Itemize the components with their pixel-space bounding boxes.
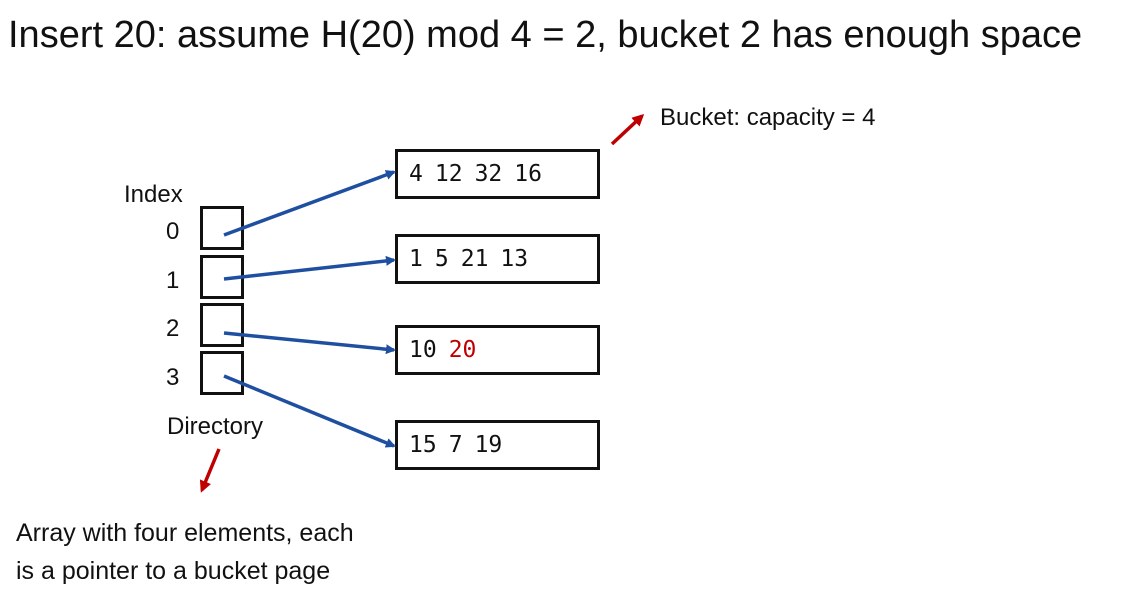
pointer-arrow-2 — [223, 331, 396, 355]
index-2-label: 2 — [166, 315, 180, 342]
page-title: Insert 20: assume H(20) mod 4 = 2, bucke… — [8, 14, 1083, 56]
directory-slot-3 — [200, 351, 244, 395]
bucket-entry: 16 — [514, 161, 542, 187]
index-3-label: 3 — [166, 364, 180, 391]
bucket-entry: 5 — [434, 246, 449, 272]
bucket-entry: 13 — [500, 246, 529, 272]
bucket-2: 10 20 — [395, 325, 600, 375]
index-0-label: 0 — [166, 218, 180, 245]
bucket-entry: 21 — [460, 246, 489, 272]
bucket-entry: 32 — [474, 161, 503, 187]
directory-slot-2 — [200, 303, 244, 347]
bucket-entry: 4 — [409, 161, 423, 187]
bucket-note-arrow — [610, 113, 645, 146]
bucket-entry: 12 — [434, 161, 463, 187]
bucket-entry: 19 — [474, 432, 503, 458]
bucket-capacity-label: Bucket: capacity = 4 — [660, 104, 876, 131]
bucket-0: 4 12 32 16 — [395, 149, 600, 199]
bucket-entry: 7 — [448, 432, 463, 458]
directory-label: Directory — [167, 413, 264, 440]
directory-note-arrow — [199, 448, 221, 493]
bucket-entry: 10 — [409, 337, 437, 363]
index-label: Index — [124, 181, 183, 208]
directory-note-line-2: is a pointer to a bucket page — [16, 557, 331, 585]
bucket-entry: 20 — [448, 337, 477, 363]
pointer-arrow-1 — [223, 255, 396, 281]
index-1-label: 1 — [166, 267, 180, 294]
bucket-entry: 15 — [409, 432, 437, 458]
directory-note-line-1: Array with four elements, each — [16, 519, 354, 547]
pointer-arrow-3 — [223, 374, 396, 448]
pointer-arrow-0 — [223, 170, 396, 237]
bucket-1: 1 5 21 13 — [395, 234, 600, 284]
bucket-entry: 1 — [409, 246, 423, 272]
bucket-3: 15 7 19 — [395, 420, 600, 470]
directory-note: Array with four elements, each is a poin… — [16, 514, 354, 590]
